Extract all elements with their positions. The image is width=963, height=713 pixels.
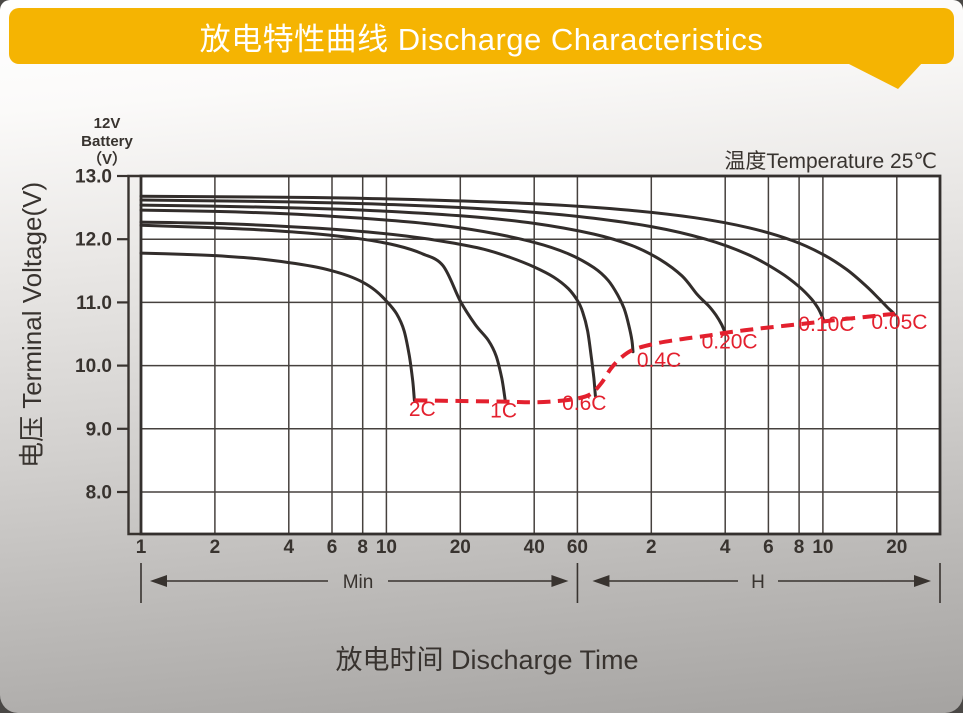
y-tick-label: 12.0 <box>75 230 112 251</box>
x-tick-label: 10 <box>812 537 833 558</box>
x-tick-label: 10 <box>376 537 397 558</box>
discharge-curve-0.10C <box>139 198 826 323</box>
x-tick-label: 20 <box>450 537 471 558</box>
curve-label-2C: 2C <box>409 398 436 421</box>
x-tick-label: 1 <box>136 537 147 558</box>
curve-labels-layer: 2C 1C 0.6C 0.4C 0.20C 0.10C 0.05C <box>409 311 928 423</box>
discharge-curve-1C <box>139 223 507 403</box>
grid-layer <box>139 174 942 536</box>
y-tick-label: 8.0 <box>86 483 112 504</box>
discharge-chart: 13.012.011.010.09.08.01 2 4 6 8 10 20 40 60 2 4 6 8 1… <box>17 115 942 675</box>
x-tick-label: 8 <box>794 537 805 558</box>
x-tick-label: 4 <box>284 537 295 558</box>
x-tick-label: 2 <box>210 537 221 558</box>
axis-layer: 13.012.011.010.09.08.01 2 4 6 8 10 20 40 60 2 4 6 8 1… <box>75 167 941 603</box>
discharge-curve-0.6C <box>139 220 597 398</box>
curve-label-1C: 1C <box>490 399 517 422</box>
x-tick-label: 60 <box>567 537 588 558</box>
y-tick-label: 10.0 <box>75 356 112 377</box>
x-tick-label: 20 <box>886 537 907 558</box>
hour-range-arrow-head-left <box>592 575 610 587</box>
plot-border <box>139 174 942 536</box>
min-range-arrow-head-left <box>150 575 167 587</box>
y-tick-label: 9.0 <box>86 419 112 440</box>
banner-tail-decoration <box>845 62 923 89</box>
hour-range-arrow-head-right <box>914 575 931 587</box>
battery-label-line3: （V） <box>87 150 127 168</box>
x-tick-label: 40 <box>524 537 545 558</box>
y-axis-bracket <box>127 174 140 536</box>
curves-layer <box>139 194 897 403</box>
discharge-curve-2C <box>139 251 416 402</box>
y-axis-title: 电压 Terminal Voltage(V) <box>17 182 47 468</box>
x-tick-label: 6 <box>327 537 338 558</box>
y-tick-label: 13.0 <box>75 167 112 188</box>
x-tick-label: 4 <box>720 537 731 558</box>
x-tick-label: 6 <box>763 537 774 558</box>
curve-label-0.05C: 0.05C <box>871 311 927 334</box>
x-axis-title: 放电时间 Discharge Time <box>335 645 638 675</box>
battery-label-line2: Battery <box>81 133 133 150</box>
discharge-curve-0.20C <box>139 203 728 336</box>
temperature-note: 温度Temperature 25℃ <box>724 150 937 173</box>
min-range-arrow-head-right <box>551 575 569 587</box>
plot-background <box>141 176 940 534</box>
cutoff-layer <box>414 311 895 405</box>
page-title: 放电特性曲线 Discharge Characteristics <box>199 21 764 57</box>
curve-label-0.10C: 0.10C <box>798 313 854 336</box>
title-banner: 放电特性曲线 Discharge Characteristics <box>9 8 954 64</box>
curve-label-0.20C: 0.20C <box>702 331 758 354</box>
x-tick-label: 8 <box>357 537 368 558</box>
cutoff-line <box>414 311 895 405</box>
curve-label-0.6C: 0.6C <box>562 392 606 415</box>
battery-label-line1: 12V <box>94 115 121 132</box>
x-tick-label: 2 <box>646 537 657 558</box>
discharge-curve-0.05C <box>139 194 897 317</box>
x-unit-hour-label: H <box>751 572 765 593</box>
x-unit-min-label: Min <box>343 572 374 593</box>
chart-static-labels: 温度Temperature 25℃ 12V Battery （V） 电压 Ter… <box>17 115 937 675</box>
curve-label-0.4C: 0.4C <box>637 349 681 372</box>
discharge-curve-0.4C <box>139 208 635 354</box>
y-tick-label: 11.0 <box>76 293 112 314</box>
